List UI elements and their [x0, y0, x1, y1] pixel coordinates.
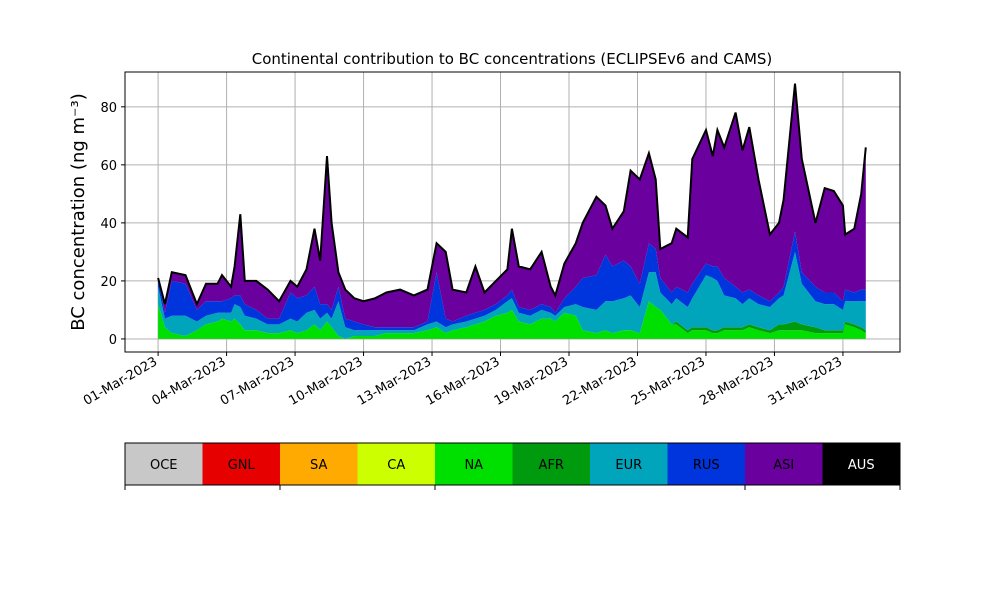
legend-swatch-afr	[512, 443, 590, 485]
y-tick-label: 60	[100, 159, 117, 174]
x-tick-label: 19-Mar-2023	[492, 354, 571, 408]
x-tick-label: 25-Mar-2023	[629, 354, 708, 408]
legend-label-oce: OCE	[150, 458, 178, 473]
plot-frame	[124, 71, 901, 353]
x-tick-label: 04-Mar-2023	[149, 354, 228, 408]
legend-swatch-sa	[280, 443, 358, 485]
x-tick-label: 01-Mar-2023	[81, 354, 160, 408]
legend-label-eur: EUR	[615, 458, 642, 473]
x-tick-label: 22-Mar-2023	[560, 354, 639, 408]
x-tick-label: 07-Mar-2023	[218, 354, 297, 408]
legend-label-ca: CA	[387, 458, 405, 473]
legend-swatch-na	[435, 443, 513, 485]
x-tick-label: 31-Mar-2023	[766, 354, 845, 408]
area-afr	[158, 301, 866, 339]
x-tick-label: 13-Mar-2023	[355, 354, 434, 408]
legend-label-asi: ASI	[773, 458, 794, 473]
area-eur	[158, 251, 866, 339]
legend-swatch-aus	[822, 443, 900, 485]
legend-frame	[124, 442, 901, 486]
legend-swatch-asi	[745, 443, 823, 485]
legend-label-gnl: GNL	[228, 458, 256, 473]
legend-swatch-oce	[125, 443, 203, 485]
x-tick-label: 10-Mar-2023	[286, 354, 365, 408]
legend-label-rus: RUS	[693, 458, 720, 473]
legend-swatch-ca	[357, 443, 435, 485]
legend-label-sa: SA	[310, 458, 327, 473]
y-axis-label: BC concentration (ng m⁻³)	[68, 93, 89, 331]
area-asi	[158, 83, 866, 328]
x-tick-label: 28-Mar-2023	[697, 354, 776, 408]
legend-label-aus: AUS	[848, 458, 875, 473]
x-tick-label: 16-Mar-2023	[423, 354, 502, 408]
y-tick-label: 0	[109, 333, 117, 348]
y-tick-label: 40	[100, 217, 117, 232]
total-line	[157, 83, 867, 307]
y-tick-label: 80	[100, 101, 117, 116]
legend-swatch-gnl	[202, 443, 280, 485]
y-tick-label: 20	[100, 275, 117, 290]
legend-label-afr: AFR	[539, 458, 564, 473]
legend-swatch-eur	[590, 443, 668, 485]
area-na	[158, 301, 866, 339]
chart-title: Continental contribution to BC concentra…	[252, 50, 773, 68]
area-rus	[158, 231, 866, 331]
legend-label-na: NA	[464, 458, 483, 473]
legend-swatch-rus	[667, 443, 745, 485]
